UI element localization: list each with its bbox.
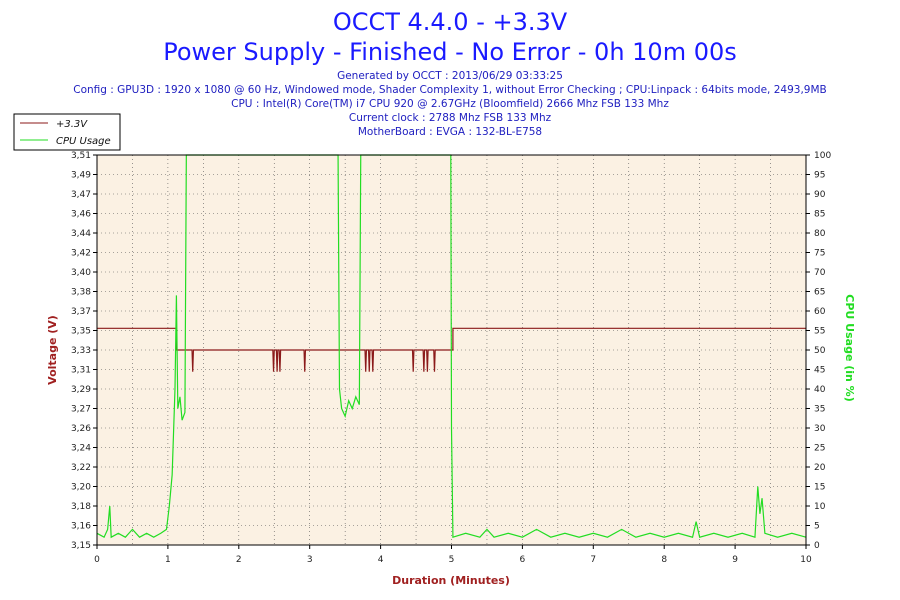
x-tick-label: 10	[800, 555, 812, 565]
y-tick-label: 3,51	[71, 151, 91, 161]
x-tick-label: 9	[732, 555, 738, 565]
x-tick-label: 1	[165, 555, 171, 565]
legend-voltage-label: +3.3V	[56, 119, 88, 130]
y-tick-label: 3,20	[71, 483, 91, 493]
x-tick-label: 6	[520, 555, 526, 565]
right-axis: 0 5 10 15 20 25 30 35 40 45 50 55 60 65 70 75 80 85 90 95 10…	[806, 151, 831, 551]
x-tick-label: 5	[449, 555, 455, 565]
y2-tick-label: 50	[814, 346, 826, 356]
y-tick-label: 3,40	[71, 268, 91, 278]
legend-box	[13, 113, 121, 151]
y-tick-label: 3,24	[71, 444, 91, 454]
y-tick-label: 3,26	[71, 424, 91, 434]
info-motherboard: MotherBoard : EVGA : 132-BL-E758	[358, 126, 542, 138]
y-tick-label: 3,42	[71, 249, 91, 259]
y-tick-label: 3,18	[71, 502, 91, 512]
y-tick-label: 3,46	[71, 210, 91, 220]
x-tick-label: 4	[378, 555, 384, 565]
y-tick-label: 3,16	[71, 522, 91, 532]
y2-tick-label: 40	[814, 385, 826, 395]
x-tick-label: 3	[307, 555, 313, 565]
info-current-clock: Current clock : 2788 Mhz FSB 133 Mhz	[349, 112, 552, 124]
info-generated: Generated by OCCT : 2013/06/29 03:33:25	[337, 70, 563, 82]
y-tick-label: 3,49	[71, 171, 91, 181]
y-axis-title: Voltage (V)	[46, 315, 59, 385]
y-tick-label: 3,38	[71, 288, 91, 298]
chart-subtitle: Power Supply - Finished - No Error - 0h …	[163, 38, 737, 66]
y2-tick-label: 35	[814, 405, 825, 415]
y-tick-label: 3,47	[71, 190, 91, 200]
y-tick-label: 3,37	[71, 307, 91, 317]
y2-tick-label: 30	[814, 424, 826, 434]
y2-tick-label: 95	[814, 171, 825, 181]
y2-tick-label: 65	[814, 288, 825, 298]
y-tick-label: 3,31	[71, 366, 91, 376]
y2-tick-label: 20	[814, 463, 826, 473]
y2-tick-label: 45	[814, 366, 825, 376]
y2-axis-title: CPU Usage (in %)	[843, 294, 856, 401]
y2-tick-label: 5	[814, 522, 820, 532]
x-axis-title: Duration (Minutes)	[392, 574, 510, 587]
y2-tick-label: 75	[814, 249, 825, 259]
series	[96, 154, 807, 539]
y2-tick-label: 10	[814, 502, 826, 512]
y2-tick-label: 80	[814, 229, 826, 239]
y2-tick-label: 15	[814, 483, 825, 493]
y2-tick-label: 90	[814, 190, 826, 200]
x-tick-label: 8	[661, 555, 667, 565]
chart-title: OCCT 4.4.0 - +3.3V	[333, 8, 568, 36]
y-tick-label: 3,15	[71, 541, 91, 551]
y-tick-label: 3,27	[71, 405, 91, 415]
info-cpu: CPU : Intel(R) Core(TM) i7 CPU 920 @ 2.6…	[231, 98, 669, 110]
y2-tick-label: 85	[814, 210, 825, 220]
y-tick-label: 3,35	[71, 327, 91, 337]
y-tick-label: 3,22	[71, 463, 91, 473]
info-config: Config : GPU3D : 1920 x 1080 @ 60 Hz, Wi…	[73, 84, 826, 96]
x-tick-label: 2	[236, 555, 242, 565]
y2-tick-label: 0	[814, 541, 820, 551]
bottom-axis: 0 1 2 3 4 5 6 7 8 9 10	[94, 545, 812, 565]
plot-border	[96, 154, 807, 546]
y2-tick-label: 25	[814, 444, 825, 454]
x-tick-label: 7	[590, 555, 596, 565]
y2-tick-label: 70	[814, 268, 826, 278]
legend-cpu-label: CPU Usage	[56, 136, 111, 147]
series-cpu-usage-line	[96, 154, 807, 539]
y2-tick-label: 55	[814, 327, 825, 337]
y2-tick-label: 100	[814, 151, 831, 161]
legend: +3.3V CPU Usage	[13, 113, 121, 151]
y-tick-label: 3,44	[71, 229, 91, 239]
y2-tick-label: 60	[814, 307, 826, 317]
series-voltage-line	[97, 327, 806, 372]
x-tick-label: 0	[94, 555, 100, 565]
left-axis: 3,15 3,16 3,18 3,20 3,22 3,24 3,26 3,27 3,29 3,31…	[71, 151, 97, 551]
y-tick-label: 3,33	[71, 346, 91, 356]
y-tick-label: 3,29	[71, 385, 91, 395]
